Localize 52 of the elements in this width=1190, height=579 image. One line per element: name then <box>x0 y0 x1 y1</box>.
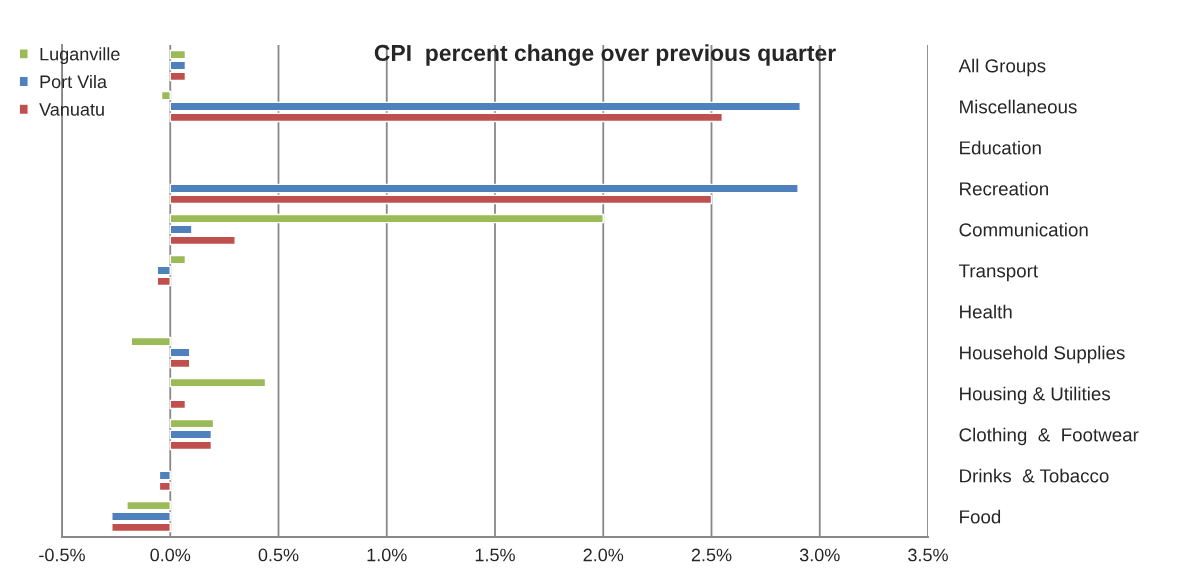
y-tick-label: All Groups <box>958 58 1046 77</box>
x-tick-label: -0.5% <box>39 548 85 562</box>
y-tick-label: Education <box>960 140 1041 155</box>
bar <box>158 481 171 492</box>
x-tick-label: 0.5% <box>258 548 299 562</box>
bar <box>126 500 171 511</box>
bar <box>169 49 187 60</box>
bar <box>169 358 191 369</box>
bar <box>111 522 171 533</box>
y-tick-label: Health <box>960 304 1012 319</box>
x-tick-label: 1.0% <box>367 548 407 562</box>
bar <box>160 90 171 101</box>
x-tick-label: 2.0% <box>583 548 624 562</box>
bar <box>169 440 213 451</box>
bar <box>169 112 724 123</box>
bar <box>169 399 187 410</box>
y-tick-label: Clothing & Footwear <box>959 427 1139 446</box>
bar <box>169 224 193 235</box>
bar <box>169 418 215 429</box>
x-tick-label: 1.5% <box>475 548 515 562</box>
bar <box>169 183 799 194</box>
x-tick-label: 3.0% <box>799 548 840 562</box>
bar <box>130 336 171 347</box>
bar <box>169 60 187 71</box>
bar <box>111 511 171 522</box>
x-tick-label: 2.5% <box>691 548 732 562</box>
y-tick-label: Household Supplies <box>960 345 1125 364</box>
bar <box>169 194 713 205</box>
legend-label: Port Vila <box>40 74 107 89</box>
y-tick-label: Recreation <box>960 181 1049 196</box>
bar <box>169 429 213 440</box>
bar <box>169 101 801 112</box>
chart-title: CPI percent change over previous quarter <box>374 44 836 66</box>
bar <box>169 71 187 82</box>
y-tick-label: Drinks & Tobacco <box>960 468 1109 483</box>
bar <box>158 470 171 481</box>
y-tick-label: Food <box>960 509 1001 524</box>
y-tick-label: Transport <box>958 264 1038 282</box>
bar <box>169 213 604 224</box>
bar <box>169 254 187 265</box>
y-tick-label: Communication <box>959 222 1088 237</box>
x-tick-label: 0.0% <box>150 548 191 562</box>
bar <box>156 265 171 276</box>
y-tick-label: Housing & Utilities <box>960 386 1111 405</box>
x-tick-label: 3.5% <box>908 548 948 562</box>
y-tick-label: Miscellaneous <box>960 99 1077 114</box>
bar <box>156 276 171 287</box>
bar <box>169 235 236 246</box>
legend-label: Luganville <box>40 47 120 65</box>
bar <box>169 347 191 358</box>
bar <box>169 377 267 388</box>
legend-label: Vanuatu <box>39 103 104 116</box>
